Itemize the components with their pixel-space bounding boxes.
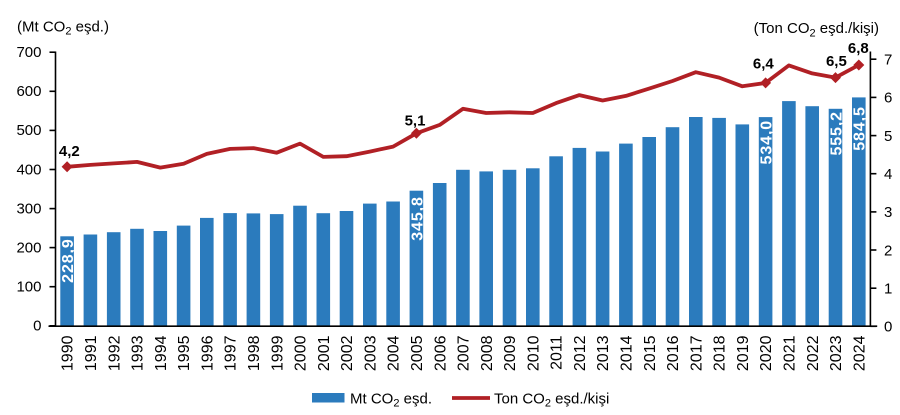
svg-text:0: 0	[884, 319, 892, 336]
svg-text:6,8: 6,8	[848, 40, 869, 57]
svg-text:5,1: 5,1	[405, 112, 426, 129]
svg-text:2001: 2001	[316, 335, 333, 371]
svg-text:534,0: 534,0	[759, 120, 776, 165]
svg-text:2015: 2015	[642, 335, 659, 371]
svg-text:500: 500	[16, 122, 41, 139]
svg-text:0: 0	[33, 318, 41, 335]
svg-text:1992: 1992	[106, 335, 123, 371]
svg-text:6,5: 6,5	[826, 53, 847, 70]
svg-text:4: 4	[884, 166, 892, 183]
svg-text:(Ton CO2 eşd./kişi): (Ton CO2 eşd./kişi)	[754, 20, 879, 39]
svg-text:2009: 2009	[502, 335, 519, 371]
svg-text:1991: 1991	[83, 335, 100, 371]
svg-text:1994: 1994	[153, 335, 170, 371]
svg-text:(Mt CO2 eşd.): (Mt CO2 eşd.)	[17, 18, 109, 37]
svg-text:2010: 2010	[525, 335, 542, 371]
svg-text:2002: 2002	[339, 335, 356, 371]
svg-text:6: 6	[884, 90, 892, 107]
svg-text:2016: 2016	[665, 335, 682, 371]
svg-text:2006: 2006	[432, 335, 449, 371]
svg-text:1999: 1999	[269, 335, 286, 371]
svg-text:2017: 2017	[688, 335, 705, 371]
svg-text:2: 2	[884, 242, 892, 259]
svg-text:2018: 2018	[712, 335, 729, 371]
svg-text:2012: 2012	[572, 335, 589, 371]
svg-text:1993: 1993	[130, 335, 147, 371]
svg-text:5: 5	[884, 128, 892, 145]
svg-text:100: 100	[16, 279, 41, 296]
svg-text:345,8: 345,8	[409, 196, 426, 241]
svg-text:300: 300	[16, 200, 41, 217]
svg-text:1997: 1997	[223, 335, 240, 371]
svg-text:600: 600	[16, 83, 41, 100]
svg-text:584,5: 584,5	[852, 106, 869, 151]
svg-text:2011: 2011	[549, 335, 566, 370]
svg-text:2003: 2003	[362, 335, 379, 371]
svg-text:Mt CO2 eşd.: Mt CO2 eşd.	[350, 390, 432, 409]
svg-text:7: 7	[884, 52, 892, 69]
svg-text:3: 3	[884, 204, 892, 221]
svg-text:2020: 2020	[758, 335, 775, 371]
svg-text:2021: 2021	[782, 335, 799, 371]
svg-text:1: 1	[884, 281, 892, 298]
svg-text:2005: 2005	[409, 335, 426, 371]
svg-text:Ton CO2 eşd./kişi: Ton CO2 eşd./kişi	[494, 390, 609, 409]
svg-text:2000: 2000	[293, 335, 310, 371]
svg-text:1996: 1996	[199, 335, 216, 371]
svg-text:6,4: 6,4	[753, 56, 775, 73]
svg-text:2019: 2019	[735, 335, 752, 371]
svg-text:2022: 2022	[805, 335, 822, 371]
svg-text:2024: 2024	[851, 335, 868, 371]
svg-text:1995: 1995	[176, 335, 193, 371]
svg-text:2014: 2014	[619, 335, 636, 371]
svg-text:700: 700	[16, 44, 41, 61]
svg-text:2013: 2013	[595, 335, 612, 371]
svg-text:2004: 2004	[386, 335, 403, 371]
svg-text:228,9: 228,9	[60, 238, 77, 283]
svg-text:1998: 1998	[246, 335, 263, 371]
svg-text:400: 400	[16, 161, 41, 178]
svg-text:2008: 2008	[479, 335, 496, 371]
svg-text:2023: 2023	[828, 335, 845, 371]
svg-text:1990: 1990	[60, 335, 77, 371]
svg-text:555,2: 555,2	[828, 111, 845, 156]
svg-text:4,2: 4,2	[59, 143, 80, 160]
svg-text:2007: 2007	[456, 335, 473, 371]
svg-text:200: 200	[16, 239, 41, 256]
